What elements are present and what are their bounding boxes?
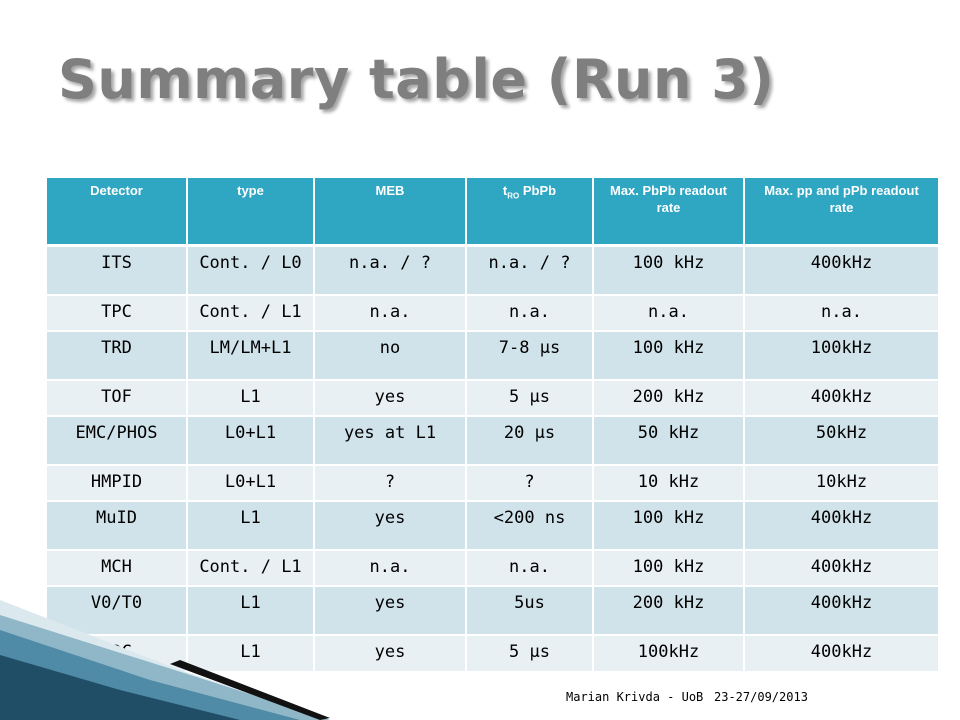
table-row: ITS Cont. / L0 n.a. / ? n.a. / ? 100 kHz 400k… <box>47 244 938 295</box>
cell-meb: n.a. / ? <box>313 244 466 295</box>
table-row: V0/T0 L1 yes 5us 200 kHz 400kHz <box>47 584 938 635</box>
cell-detector: MCH <box>47 548 187 586</box>
cell-max-pbpb: 100 kHz <box>592 499 744 550</box>
cell-max-pbpb: 100 kHz <box>592 329 744 380</box>
cell-max-pp-ppb: 10kHz <box>743 463 938 501</box>
cell-type: Cont. / L1 <box>186 293 314 331</box>
header-detector: Detector <box>47 178 187 247</box>
cell-max-pbpb: 100kHz <box>592 633 744 671</box>
table-body: ITS Cont. / L0 n.a. / ? n.a. / ? 100 kHz 400k… <box>47 244 938 671</box>
cell-tro: n.a. <box>465 293 593 331</box>
cell-max-pbpb: 100 kHz <box>592 548 744 586</box>
slide-decoration <box>0 600 330 720</box>
cell-max-pbpb: 200 kHz <box>592 378 744 416</box>
cell-max-pbpb: n.a. <box>592 293 744 331</box>
cell-tro: ? <box>465 463 593 501</box>
table-header-row: Detector type MEB tRO PbPb Max. PbPb rea… <box>47 178 938 247</box>
footer-author: Marian Krivda - UoB <box>566 690 704 704</box>
cell-type: L1 <box>186 378 314 416</box>
cell-max-pp-ppb: 400kHz <box>743 633 938 671</box>
cell-tro: 5 µs <box>465 378 593 416</box>
header-tro-suffix: PbPb <box>519 183 557 198</box>
cell-tro: 7-8 µs <box>465 329 593 380</box>
cell-detector: V0/T0 <box>47 584 187 635</box>
table-row: EMC/PHOS L0+L1 yes at L1 20 µs 50 kHz 50kHz <box>47 414 938 465</box>
header-type: type <box>186 178 314 247</box>
cell-max-pp-ppb: 400kHz <box>743 499 938 550</box>
cell-detector: TOF <box>47 378 187 416</box>
cell-tro: n.a. / ? <box>465 244 593 295</box>
header-tro-base: t <box>502 183 508 198</box>
cell-type: Cont. / L1 <box>186 548 314 586</box>
cell-max-pp-ppb: 50kHz <box>743 414 938 465</box>
cell-detector: ITS <box>47 244 187 295</box>
table-row: TPC Cont. / L1 n.a. n.a. n.a. n.a. <box>47 293 938 331</box>
header-max-pp-ppb: Max. pp and pPb readout rate <box>743 178 938 247</box>
summary-table: Detector type MEB tRO PbPb Max. PbPb rea… <box>47 178 938 671</box>
table-row: TRD LM/LM+L1 no 7-8 µs 100 kHz 100kHz <box>47 329 938 380</box>
slide-title: Summary table (Run 3) <box>58 48 775 111</box>
header-max-pbpb: Max. PbPb readout rate <box>592 178 744 247</box>
cell-max-pbpb: 10 kHz <box>592 463 744 501</box>
cell-type: LM/LM+L1 <box>186 329 314 380</box>
cell-max-pbpb: 200 kHz <box>592 584 744 635</box>
header-meb: MEB <box>313 178 466 247</box>
cell-meb: n.a. <box>313 293 466 331</box>
cell-meb: no <box>313 329 466 380</box>
cell-detector: HMPID <box>47 463 187 501</box>
table-row: MuID L1 yes <200 ns 100 kHz 400kHz <box>47 499 938 550</box>
cell-max-pp-ppb: 400kHz <box>743 548 938 586</box>
cell-type: L0+L1 <box>186 414 314 465</box>
table-row: HMPID L0+L1?? 10 kHz 10kHz <box>47 463 938 501</box>
cell-type: L1 <box>186 499 314 550</box>
cell-max-pp-ppb: 400kHz <box>743 244 938 295</box>
cell-type: L1 <box>186 633 314 671</box>
cell-meb: ? <box>313 463 466 501</box>
cell-detector: EMC/PHOS <box>47 414 187 465</box>
footer-date: 23-27/09/2013 <box>714 690 808 704</box>
table-row: MCH Cont. / L1 n.a. n.a. 100 kHz 400kHz <box>47 548 938 586</box>
cell-meb: yes <box>313 584 466 635</box>
cell-max-pp-ppb: 400kHz <box>743 378 938 416</box>
cell-detector: MuID <box>47 499 187 550</box>
cell-meb: yes <box>313 499 466 550</box>
cell-tro: 20 µs <box>465 414 593 465</box>
cell-type: L0+L1 <box>186 463 314 501</box>
cell-meb: n.a. <box>313 548 466 586</box>
cell-max-pp-ppb: 400kHz <box>743 584 938 635</box>
cell-meb: yes <box>313 633 466 671</box>
cell-tro: 5 µs <box>465 633 593 671</box>
cell-tro: <200 ns <box>465 499 593 550</box>
header-tro-subscript: RO <box>507 191 520 201</box>
cell-max-pbpb: 50 kHz <box>592 414 744 465</box>
cell-detector: TRD <box>47 329 187 380</box>
header-tro: tRO PbPb <box>465 178 593 247</box>
cell-type: L1 <box>186 584 314 635</box>
cell-tro: 5us <box>465 584 593 635</box>
cell-meb: yes <box>313 378 466 416</box>
cell-detector: TPC <box>47 293 187 331</box>
cell-meb: yes at L1 <box>313 414 466 465</box>
cell-max-pp-ppb: n.a. <box>743 293 938 331</box>
table-row: TOF L1 yes 5 µs 200 kHz 400kHz <box>47 378 938 416</box>
cell-tro: n.a. <box>465 548 593 586</box>
cell-max-pp-ppb: 100kHz <box>743 329 938 380</box>
cell-type: Cont. / L0 <box>186 244 314 295</box>
cell-max-pbpb: 100 kHz <box>592 244 744 295</box>
